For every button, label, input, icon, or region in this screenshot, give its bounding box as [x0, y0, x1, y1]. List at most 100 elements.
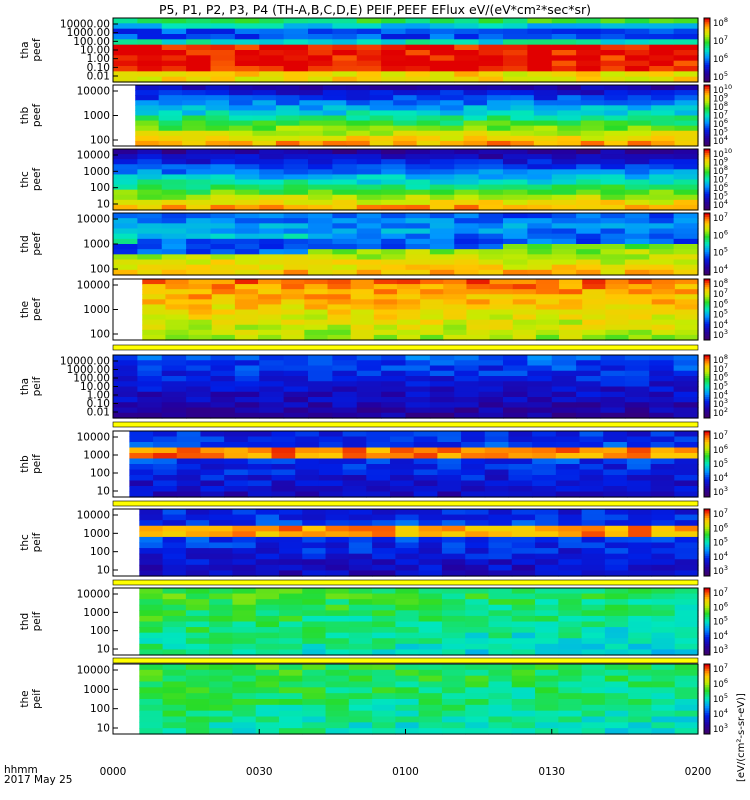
heatmap-cell	[348, 699, 373, 706]
heatmap-cell	[186, 179, 212, 186]
heatmap-cell	[512, 324, 537, 331]
heatmap-cell	[139, 542, 164, 549]
heatmap-cell	[308, 376, 333, 382]
heatmap-cell	[325, 693, 350, 700]
heatmap-cell	[418, 542, 443, 549]
heatmap-cell	[234, 360, 260, 367]
heatmap-cell	[210, 355, 236, 361]
heatmap-cell	[162, 588, 187, 595]
heatmap-cell	[535, 643, 559, 651]
heatmap-cell	[186, 402, 212, 409]
heatmap-cell	[348, 564, 373, 572]
heatmap-cell	[478, 60, 504, 67]
heatmap-cell	[503, 23, 528, 30]
heatmap-cell	[372, 536, 396, 544]
colorbar-step	[704, 555, 710, 559]
heatmap-cell	[139, 699, 164, 706]
heatmap-cell	[162, 681, 187, 688]
heatmap-cell	[440, 140, 465, 147]
colorbar-step	[704, 151, 710, 154]
heatmap-cell	[283, 397, 309, 403]
heatmap-cell	[302, 553, 327, 560]
heatmap-cell	[624, 66, 650, 72]
heatmap-cell	[405, 238, 431, 245]
heatmap-cell	[558, 553, 583, 560]
heatmap-cell	[628, 675, 653, 683]
heatmap-cell	[325, 615, 350, 623]
heatmap-cell	[161, 223, 187, 230]
heatmap-cell	[604, 548, 629, 555]
heatmap-cell	[582, 284, 606, 290]
heatmap-cell	[624, 264, 650, 271]
heatmap-cell	[113, 254, 138, 261]
colorbar-tick-label: 104	[713, 134, 728, 147]
heatmap-cell	[234, 154, 260, 160]
heatmap-cell	[461, 458, 486, 465]
heatmap-cell	[283, 174, 309, 181]
colorbar-step	[704, 113, 710, 116]
colorbar-step	[704, 295, 710, 298]
heatmap-cell	[674, 599, 699, 606]
heatmap-cell	[381, 34, 407, 40]
heatmap-cell	[420, 334, 444, 341]
colorbar-tick-label: 106	[713, 677, 728, 690]
heatmap-cell	[535, 669, 559, 677]
heatmap-cell	[405, 179, 431, 186]
colorbar-tick-label: 105	[713, 536, 728, 549]
heatmap-cell	[346, 100, 371, 106]
heatmap-cell	[278, 593, 303, 600]
heatmap-cell	[429, 233, 455, 240]
heatmap-cell	[600, 365, 626, 372]
heatmap-cell	[604, 95, 629, 101]
heatmap-cell	[555, 436, 581, 443]
heatmap-cell	[488, 699, 513, 706]
heatmap-cell	[259, 18, 285, 24]
heatmap-cell	[234, 28, 260, 35]
heatmap-cell	[628, 722, 653, 729]
heatmap-cell	[580, 85, 605, 91]
heatmap-cell	[576, 386, 602, 393]
heatmap-cell	[229, 130, 254, 137]
heatmap-cell	[325, 687, 350, 694]
heatmap-cell	[558, 710, 583, 718]
heatmap-cell	[295, 491, 320, 498]
heatmap-cell	[503, 189, 528, 196]
heatmap-cell	[649, 76, 675, 83]
heatmap-cell	[325, 542, 350, 549]
heatmap-cell	[527, 365, 553, 372]
heatmap-cell	[211, 334, 236, 341]
heatmap-cell	[332, 376, 358, 382]
heatmap-cell	[186, 376, 212, 382]
colorbar-step	[704, 207, 710, 211]
colorbar-tick-label: 103	[713, 643, 728, 656]
heatmap-cell	[429, 376, 455, 382]
heatmap-cell	[137, 355, 163, 361]
heatmap-cell	[535, 299, 560, 306]
heatmap-cell	[624, 55, 650, 62]
heatmap-cell	[302, 649, 327, 656]
heatmap-cell	[113, 159, 138, 165]
heatmap-cell	[137, 412, 163, 419]
heatmap-cell	[527, 18, 553, 24]
heatmap-cell	[600, 264, 626, 271]
heatmap-cell	[651, 722, 676, 729]
heatmap-cell	[535, 699, 559, 706]
colorbar-step	[704, 157, 710, 160]
heatmap-cell	[308, 407, 333, 414]
heatmap-cell	[211, 284, 236, 290]
heatmap-cell	[322, 95, 347, 101]
heatmap-cell	[186, 76, 212, 83]
colorbar-step	[704, 623, 710, 627]
heatmap-cell	[555, 486, 581, 493]
heatmap-cell	[186, 34, 212, 40]
heatmap-cell	[413, 447, 438, 454]
heatmap-cell	[259, 238, 285, 245]
heatmap-cell	[674, 687, 699, 694]
heatmap-cell	[604, 542, 629, 549]
heatmap-cell	[488, 627, 513, 634]
heatmap-cell	[259, 269, 285, 276]
heatmap-cell	[308, 28, 333, 35]
heatmap-cell	[255, 728, 280, 735]
heatmap-cell	[139, 610, 164, 617]
heatmap-cell	[576, 169, 602, 176]
